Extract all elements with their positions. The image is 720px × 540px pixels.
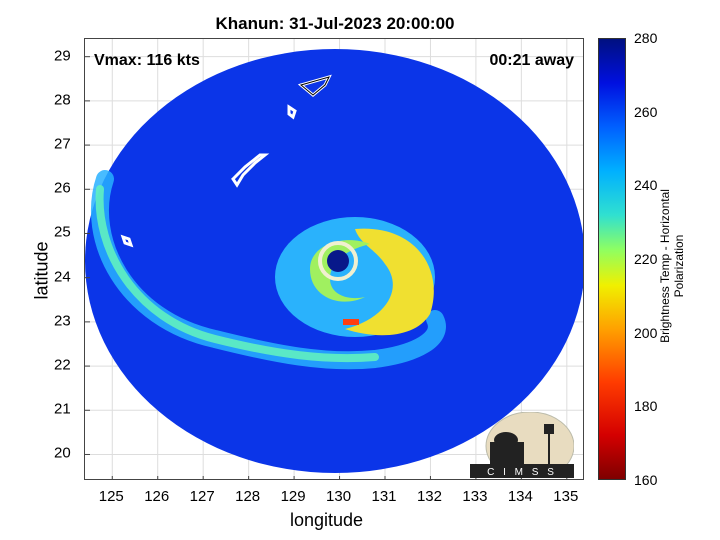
colorbar	[598, 38, 626, 480]
storm-eye	[327, 250, 349, 272]
colorbar-tick-label: 260	[634, 103, 658, 120]
x-tick-label: 125	[98, 488, 124, 505]
x-tick-label: 126	[144, 488, 170, 505]
x-tick-label: 129	[280, 488, 306, 505]
y-tick-label: 21	[54, 400, 71, 418]
colorbar-tick-label: 180	[634, 398, 658, 415]
x-tick-label: 135	[553, 488, 579, 505]
x-tick-label: 133	[462, 488, 488, 505]
y-tick-label: 23	[54, 312, 71, 330]
y-tick-label: 29	[54, 47, 71, 65]
y-tick-label: 28	[54, 91, 71, 109]
colorbar-tick-label: 160	[634, 472, 658, 488]
island-outline	[120, 234, 134, 248]
svg-text:C I M S S: C I M S S	[487, 467, 557, 478]
y-tick-label: 24	[54, 268, 71, 286]
cimss-logo: C I M S S	[470, 412, 574, 478]
plot-area	[84, 38, 584, 480]
microwave-imagery	[85, 39, 583, 479]
colorbar-tick-label: 220	[634, 251, 658, 267]
colorbar-label: Brightness Temp - Horizontal Polarizatio…	[658, 189, 686, 343]
y-tick-label: 27	[54, 135, 71, 153]
vmax-label: Vmax: 116 kts	[94, 52, 200, 69]
eye-inner-ring	[318, 241, 358, 281]
x-tick-label: 130	[326, 488, 352, 505]
chart-title: Khanun: 31-Jul-2023 20:00:00	[215, 14, 455, 33]
colorbar-tick-label: 280	[634, 30, 658, 46]
x-tick-label: 132	[416, 488, 442, 505]
colorbar-tick-label: 240	[634, 177, 658, 194]
colorbar-tick-label: 200	[634, 324, 658, 341]
eye-wall-yellow	[345, 228, 434, 336]
x-axis-label: longitude	[290, 510, 364, 530]
y-axis-label: latitude	[31, 241, 52, 300]
time-away-label: 00:21 away	[489, 52, 574, 69]
y-tick-label: 22	[54, 356, 71, 374]
hotspot-red	[343, 319, 359, 325]
x-tick-label: 128	[235, 488, 261, 505]
x-tick-label: 127	[189, 488, 215, 505]
island-outline	[299, 76, 330, 96]
y-tick-label: 20	[54, 444, 71, 462]
island-outline	[287, 104, 297, 120]
eye-wall-left	[310, 240, 370, 302]
y-tick-label: 26	[54, 179, 71, 197]
island-outline	[231, 153, 270, 188]
y-tick-label: 25	[54, 223, 71, 241]
x-tick-label: 131	[371, 488, 397, 505]
x-tick-label: 134	[507, 488, 533, 505]
outer-spiral-band-core	[95, 185, 379, 363]
